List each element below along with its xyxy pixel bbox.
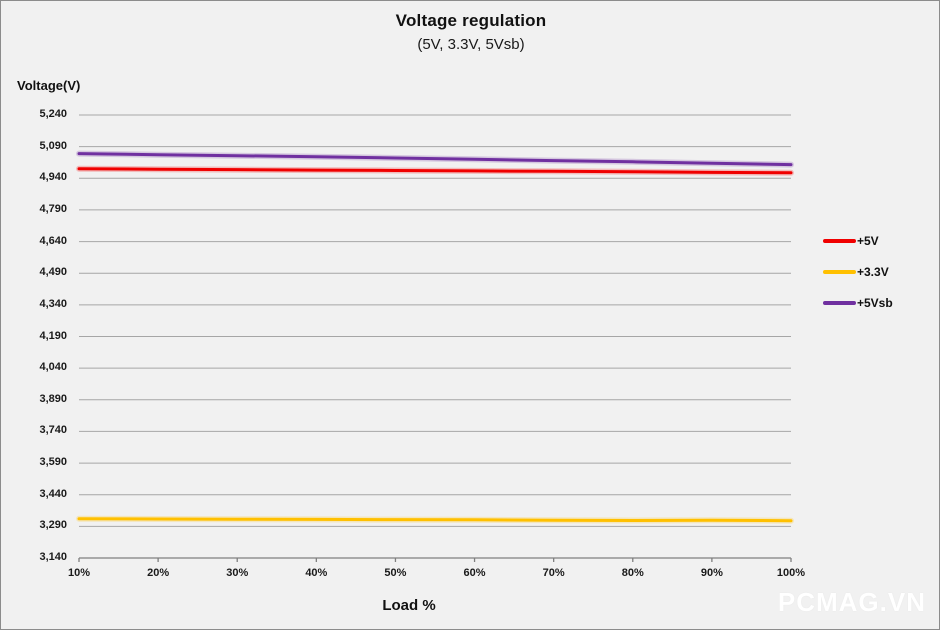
y-tick-label: 3,140 [39, 551, 67, 563]
legend: +5V +3.3V +5Vsb [823, 234, 893, 327]
series-line-0 [77, 167, 793, 175]
x-tick-label: 40% [305, 567, 328, 579]
x-tick-label: 60% [463, 567, 486, 579]
series-line-2 [77, 152, 793, 167]
x-tick-label: 90% [700, 567, 723, 579]
y-tick-label: 5,240 [39, 108, 67, 120]
y-tick-label: 4,190 [39, 329, 67, 342]
x-tick-label: 80% [621, 567, 644, 579]
y-tick-label: 4,490 [39, 266, 67, 279]
pcmag-watermark: PCMAG.VN [777, 587, 926, 617]
y-tick-label: 4,040 [39, 361, 67, 374]
y-tick-label: 4,790 [39, 202, 67, 215]
legend-swatch-3v3 [823, 270, 856, 274]
series-line-1 [77, 517, 793, 523]
chart-subtitle: (5V, 3.3V, 5Vsb) [417, 36, 525, 53]
legend-item-3v3: +3.3V [823, 265, 893, 279]
legend-swatch-5vsb [823, 301, 856, 305]
y-tick-label: 4,640 [39, 234, 67, 247]
y-tick-label: 3,440 [39, 487, 67, 500]
legend-swatch-5v [823, 239, 856, 243]
y-tick-label: 3,740 [39, 424, 67, 437]
y-axis-title: Voltage(V) [17, 78, 81, 93]
y-tick-label: 4,940 [39, 171, 67, 184]
x-tick-label: 100% [776, 567, 806, 579]
legend-label-5v: +5V [857, 234, 879, 248]
y-tick-label: 5,090 [39, 139, 67, 152]
y-tick-label: 3,590 [39, 456, 67, 469]
x-tick-label: 50% [384, 567, 407, 579]
legend-item-5vsb: +5Vsb [823, 296, 893, 310]
y-tick-label: 3,890 [39, 392, 67, 405]
legend-label-3v3: +3.3V [857, 265, 889, 279]
legend-label-5vsb: +5Vsb [857, 296, 893, 310]
x-tick-label: 70% [542, 567, 565, 579]
x-tick-label: 10% [67, 567, 91, 579]
y-tick-label: 4,340 [39, 297, 67, 310]
x-tick-label: 20% [147, 567, 170, 579]
x-axis-title: Load % [382, 597, 436, 614]
legend-item-5v: +5V [823, 234, 893, 248]
y-tick-label: 3,290 [39, 519, 67, 532]
x-tick-label: 30% [226, 567, 249, 579]
chart-title: Voltage regulation [395, 11, 547, 30]
